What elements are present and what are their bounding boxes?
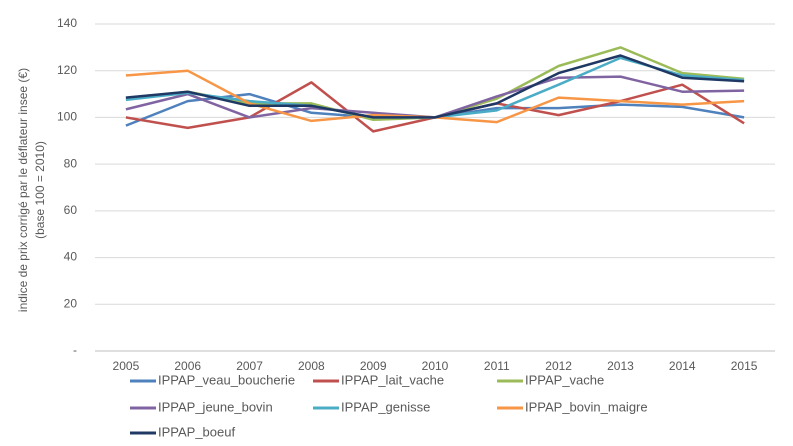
x-tick-label: 2014 — [669, 359, 696, 373]
y-tick-label: 100 — [57, 110, 77, 124]
x-tick-label: 2007 — [236, 359, 263, 373]
legend-label: IPPAP_veau_boucherie — [158, 372, 295, 387]
legend-label: IPPAP_genisse — [341, 399, 430, 414]
legend-label: IPPAP_lait_vache — [341, 372, 444, 387]
legend-label: IPPAP_jeune_bovin — [158, 399, 273, 414]
y-axis-label: indice de prix corrigé par le déflateur … — [16, 68, 30, 312]
x-tick-label: 2008 — [298, 359, 325, 373]
legend-label: IPPAP_bovin_maigre — [525, 399, 648, 414]
x-tick-label: 2011 — [484, 359, 510, 373]
y-tick-label: 40 — [64, 250, 78, 264]
y-tick-label: 120 — [57, 63, 77, 77]
y-tick-label: 60 — [64, 203, 78, 217]
x-tick-label: 2012 — [545, 359, 572, 373]
x-tick-label: 2005 — [113, 359, 140, 373]
legend-label: IPPAP_boeuf — [158, 424, 235, 439]
y-tick-label: 80 — [64, 156, 78, 170]
y-tick-label: 140 — [57, 16, 77, 30]
x-tick-label: 2015 — [731, 359, 758, 373]
y-axis-label: (base 100 = 2010) — [33, 141, 47, 239]
x-tick-label: 2010 — [422, 359, 449, 373]
legend-label: IPPAP_vache — [525, 372, 604, 387]
x-tick-label: 2013 — [607, 359, 634, 373]
x-tick-label: 2006 — [174, 359, 201, 373]
series-line — [125, 54, 745, 119]
y-tick-label: - — [73, 343, 77, 357]
y-tick-label: 20 — [64, 296, 78, 310]
x-tick-label: 2009 — [360, 359, 387, 373]
